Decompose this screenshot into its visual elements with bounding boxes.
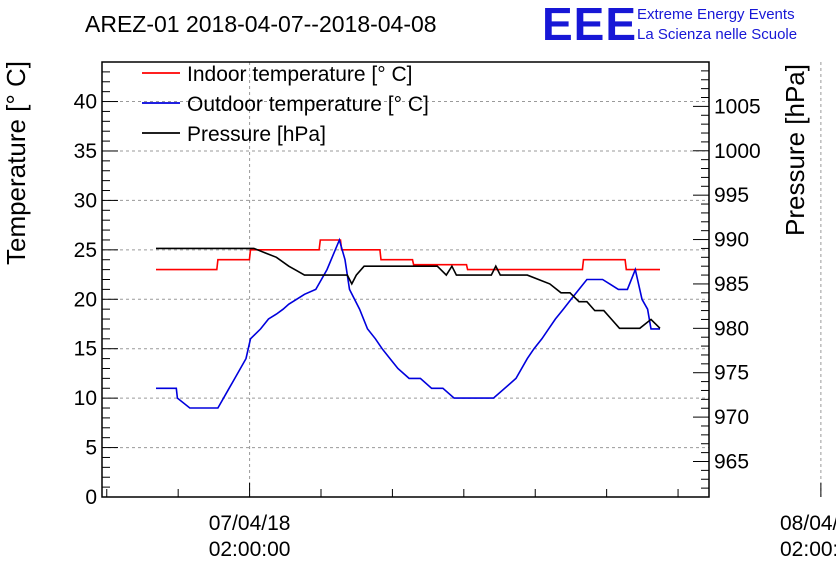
y-tick-label-30: 30 (74, 189, 97, 212)
legend-label-2: Pressure [hPa] (187, 123, 326, 146)
x-tick-label-time-0: 02:00:00 (209, 538, 291, 561)
x-tick-label-date-0: 07/04/18 (209, 512, 291, 535)
series-line-0 (156, 239, 660, 271)
legend-label-0: Indoor temperature [° C] (187, 63, 413, 86)
y-axis-label-right: Pressure [hPa] (780, 64, 810, 236)
y2-tick-label-995: 995 (714, 184, 749, 207)
y2-tick-label-1000: 1000 (714, 140, 761, 163)
y2-tick-label-985: 985 (714, 273, 749, 296)
y-tick-label-25: 25 (74, 239, 97, 262)
y2-tick-label-980: 980 (714, 317, 749, 340)
series-line-2 (156, 247, 661, 330)
axis-ticks: 0 5 10 15 20 25 30 35 40 965 970 975 980 985 990 995 100… (74, 70, 836, 561)
y2-tick-label-970: 970 (714, 406, 749, 429)
x-tick-label-time-1: 02:00:00 (780, 538, 836, 561)
legend: Indoor temperature [° C] Outdoor temperat… (142, 63, 429, 146)
eee-logo-line1: Extreme Energy Events (637, 6, 795, 23)
eee-logo-line2: La Scienza nelle Scuole (637, 26, 797, 43)
y-tick-label-40: 40 (74, 91, 97, 114)
y2-tick-label-975: 975 (714, 362, 749, 385)
eee-logo: EEE Extreme Energy Events La Scienza nel… (542, 0, 797, 50)
y-tick-label-0: 0 (85, 486, 97, 509)
y-tick-label-5: 5 (85, 437, 97, 460)
y-axis-label-left: Temperature [° C] (1, 61, 31, 265)
series-layer (156, 237, 661, 409)
y-tick-label-35: 35 (74, 140, 97, 163)
series-line-1 (156, 237, 660, 409)
y-tick-label-15: 15 (74, 338, 97, 361)
eee-logo-letters: EEE (542, 0, 637, 50)
y-tick-label-10: 10 (74, 387, 97, 410)
y2-tick-label-1005: 1005 (714, 95, 761, 118)
x-tick-label-date-1: 08/04/18 (780, 512, 836, 535)
y2-tick-label-965: 965 (714, 450, 749, 473)
y-tick-label-20: 20 (74, 288, 97, 311)
y2-tick-label-990: 990 (714, 229, 749, 252)
legend-label-1: Outdoor temperature [° C] (187, 93, 429, 116)
chart-title: AREZ-01 2018-04-07--2018-04-08 (85, 11, 437, 37)
